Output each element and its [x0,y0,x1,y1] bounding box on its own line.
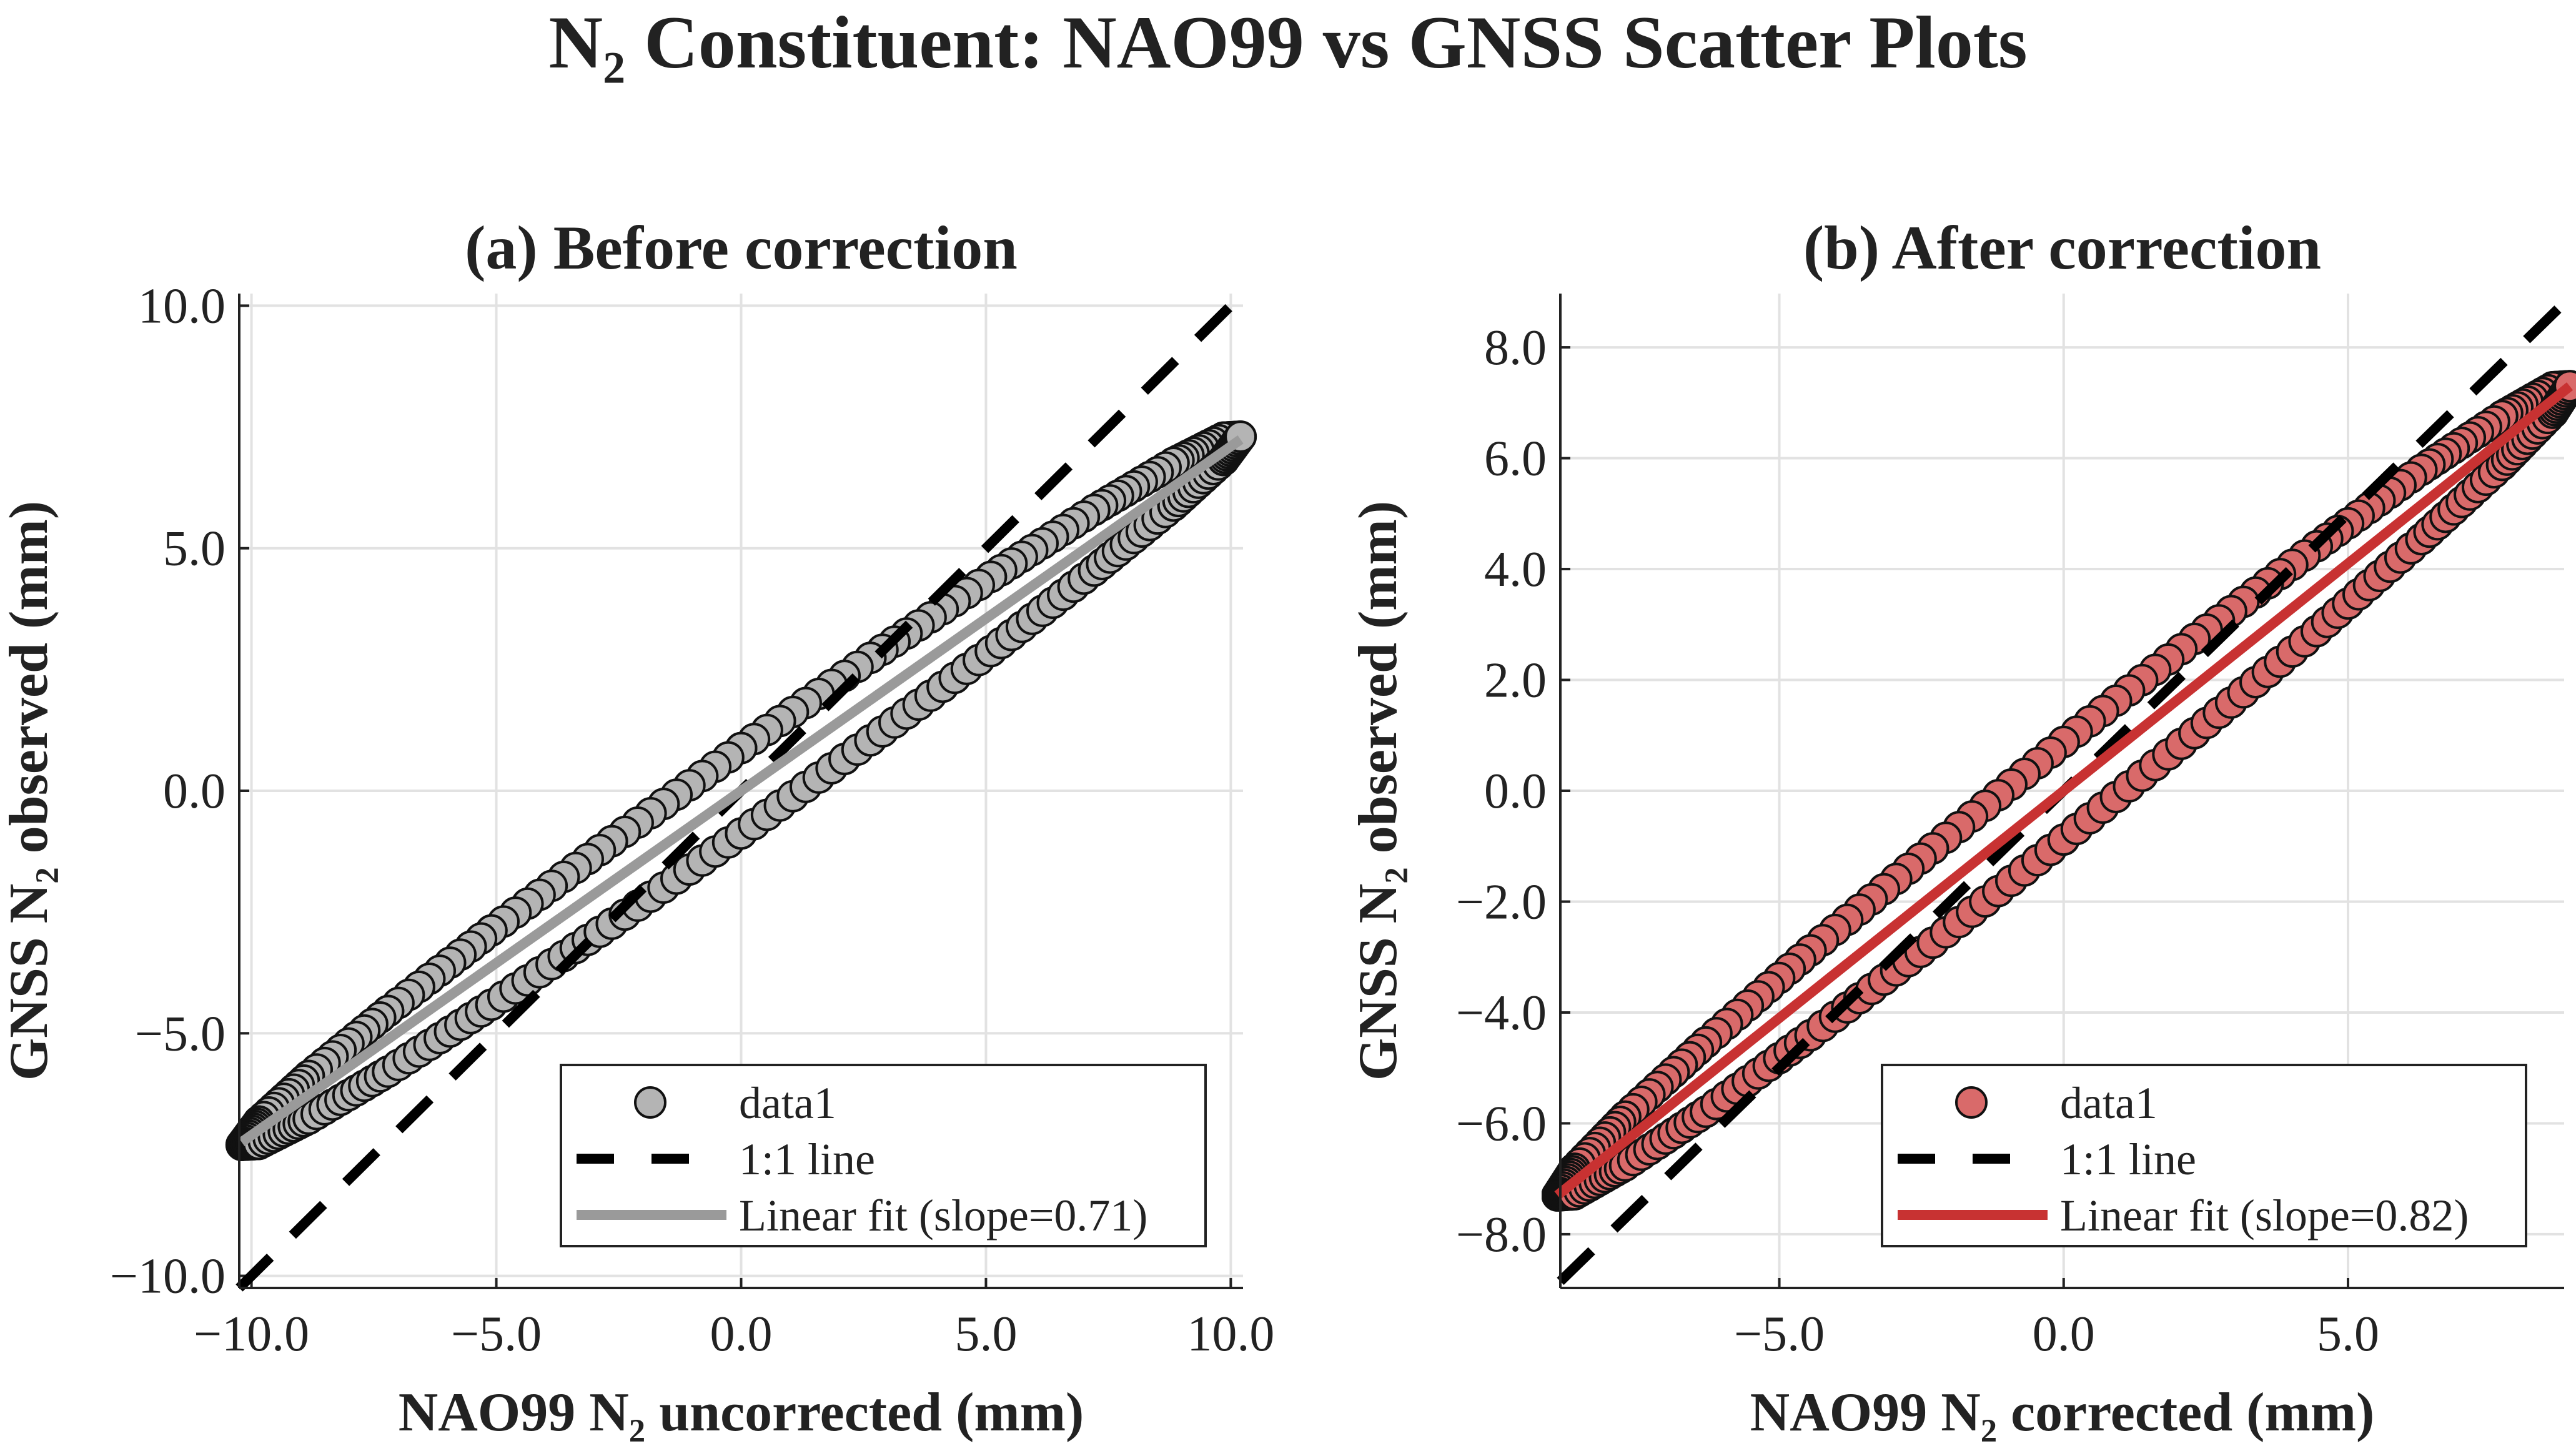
y-tick-label: 6.0 [1484,432,1547,487]
x-axis-label: NAO99 N₂ corrected (mm) [1750,1382,2375,1443]
x-tick-label: 5.0 [2317,1307,2379,1362]
figure-title: N₂ Constituent: NAO99 vs GNSS Scatter Pl… [548,1,2027,84]
y-tick-label: 4.0 [1484,542,1547,597]
linear-fit-line [1554,382,2574,1199]
panel-b: −5.0 0.0 5.0 −8.0 −6.0 −4.0 −2.0 0.0 2.0 4.0 6.0 8.… [1348,213,2576,1443]
y-tick-label: 5.0 [163,522,225,577]
y-axis-label: GNSS N₂ observed (mm) [1348,501,1409,1081]
y-tick-label: −5.0 [135,1006,225,1061]
y-tick-label: 0.0 [163,764,225,819]
y-tick-label: 10.0 [138,279,225,334]
legend-label-data1: data1 [739,1078,836,1128]
legend: data1 1:1 line Linear fit (slope=0.82) [1881,1064,2527,1247]
y-tick-label: −2.0 [1456,874,1547,929]
panel-a: −10.0 −5.0 0.0 5.0 10.0 −10.0 −5.0 0.0 5.0 10.0 (a… [0,213,1274,1443]
x-tick-label: 0.0 [710,1307,773,1362]
legend: data1 1:1 line Linear fit (slope=0.71) [560,1064,1207,1247]
x-tick-label: −5.0 [1734,1307,1825,1362]
y-tick-label: −10.0 [110,1249,225,1304]
y-axis-label: GNSS N₂ observed (mm) [0,501,59,1081]
x-tick-label: 0.0 [2033,1307,2095,1362]
x-axis-label: NAO99 N₂ uncorrected (mm) [399,1382,1084,1443]
y-tick-label: −6.0 [1456,1096,1547,1151]
panel-title: (a) Before correction [465,213,1018,282]
legend-label-linear-fit: Linear fit (slope=0.82) [2060,1191,2469,1241]
y-tick-label: −4.0 [1456,986,1547,1041]
x-tick-label: −10.0 [194,1307,309,1362]
scatter-series [225,294,1257,1292]
legend-label-one-to-one: 1:1 line [739,1134,875,1184]
x-tick-label: −5.0 [451,1307,542,1362]
x-tick-label: 10.0 [1187,1307,1274,1362]
legend-label-one-to-one: 1:1 line [2060,1134,2196,1184]
y-tick-label: 0.0 [1484,764,1547,819]
y-tick-label: −8.0 [1456,1207,1547,1262]
scatter-series [1542,299,2576,1285]
legend-label-data1: data1 [2060,1078,2157,1128]
y-tick-label: 2.0 [1484,653,1547,708]
panel-title: (b) After correction [1803,213,2321,282]
legend-marker-data1 [634,1086,666,1119]
y-tick-label: 8.0 [1484,320,1547,375]
x-tick-label: 5.0 [954,1307,1017,1362]
linear-fit-line [239,435,1244,1146]
legend-marker-data1 [1955,1086,1988,1119]
legend-label-linear-fit: Linear fit (slope=0.71) [739,1191,1147,1241]
